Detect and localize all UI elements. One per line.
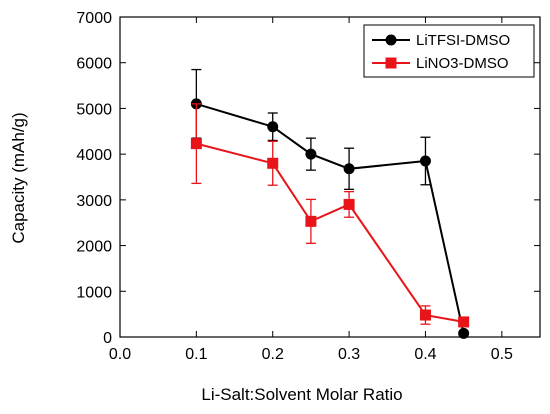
x-tick-label: 0.5 <box>491 346 513 363</box>
data-point <box>419 155 431 167</box>
y-tick-label: 1000 <box>76 284 112 301</box>
y-axis-title: Capacity (mAh/g) <box>9 112 28 243</box>
data-point <box>267 157 279 169</box>
series-line <box>196 142 464 323</box>
legend: LiTFSI-DMSO LiNO3-DMSO <box>363 24 535 78</box>
data-point <box>458 327 470 339</box>
series-1 <box>190 103 470 328</box>
data-point <box>458 316 470 328</box>
legend-marker-litfsi <box>385 34 397 46</box>
y-tick-label: 4000 <box>76 147 112 164</box>
data-point <box>267 121 279 133</box>
x-axis-title: Li-Salt:Solvent Molar Ratio <box>201 385 402 404</box>
data-point <box>343 198 355 210</box>
series-line <box>196 102 465 334</box>
y-tick-label: 7000 <box>76 10 112 27</box>
y-tick-label: 0 <box>103 330 112 347</box>
series-0 <box>190 68 470 339</box>
data-point <box>419 309 431 321</box>
data-point <box>305 148 317 160</box>
x-tick-label: 0.1 <box>185 346 207 363</box>
x-tick-label: 0.4 <box>414 346 436 363</box>
legend-label-litfsi: LiTFSI-DMSO <box>416 32 510 49</box>
data-point <box>190 138 202 150</box>
ticks-layer: 0.0 0.1 0.2 0.3 0.4 0.5 0 1000 2000 3000 4000 5000 6… <box>76 10 540 363</box>
legend-marker-lino3 <box>385 57 397 69</box>
y-tick-label: 3000 <box>76 193 112 210</box>
series-layer <box>190 68 470 339</box>
legend-label-lino3: LiNO3-DMSO <box>416 55 509 72</box>
plot-frame <box>119 16 541 338</box>
data-point <box>305 215 317 227</box>
y-tick-label: 2000 <box>76 239 112 256</box>
y-tick-label: 6000 <box>76 56 112 73</box>
data-point <box>343 163 355 175</box>
x-tick-label: 0.3 <box>338 346 360 363</box>
x-tick-label: 0.2 <box>262 346 284 363</box>
x-tick-label: 0.0 <box>109 346 131 363</box>
y-tick-label: 5000 <box>76 101 112 118</box>
